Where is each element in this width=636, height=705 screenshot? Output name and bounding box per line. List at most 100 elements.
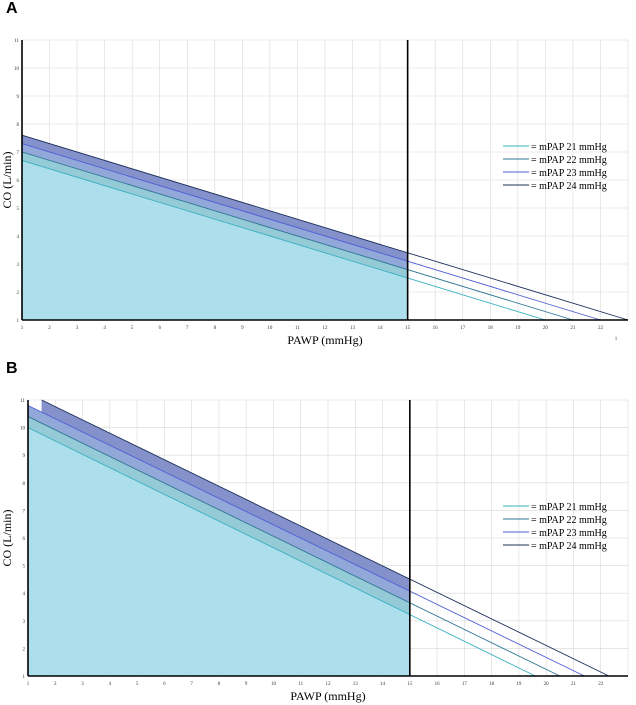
y-tick-label: 10 [20, 427, 26, 432]
x-tick-label: 21 [571, 682, 577, 687]
panel-label: B [6, 360, 18, 377]
x-tick-label: 9 [245, 682, 248, 687]
panel-label: A [6, 0, 18, 17]
y-tick-label: 3 [17, 263, 20, 268]
band-area [28, 400, 410, 592]
x-tick-label: 14 [380, 682, 386, 687]
band-area [22, 143, 408, 270]
series-line [21, 159, 546, 321]
legend-entry: = mPAP 23 mmHg [531, 528, 607, 539]
x-tick-label: 4 [103, 326, 106, 331]
series-lines [21, 134, 629, 321]
x-tick-label: 22 [598, 326, 604, 331]
x-tick-label: 15 [405, 326, 411, 331]
x-tick-label: 4 [109, 682, 112, 687]
x-tick-label: 1 [21, 326, 24, 331]
x-axis-title: PAWP (mmHg) [287, 333, 362, 347]
legend-entry: = mPAP 23 mmHg [531, 168, 607, 179]
shaded-bands [28, 400, 410, 676]
x-tick-label: 19 [515, 326, 521, 331]
chart-panel-b: B 1 2 3 4 5 6 7 8 9 10 11 12 13 14 15 16 17 18 19 20 21 22 1 2 3… [0, 360, 636, 705]
y-tick-label: 4 [17, 235, 20, 240]
x-tick-label: 3 [81, 682, 84, 687]
y-tick-label: 5 [17, 207, 20, 212]
band-area [22, 135, 408, 262]
x-tick-label: 18 [488, 326, 494, 331]
y-tick-label: 8 [17, 123, 20, 128]
y-tick-label: 2 [17, 291, 20, 296]
y-tick-label: 1 [23, 675, 26, 680]
legend: = mPAP 21 mmHg = mPAP 22 mmHg = mPAP 23 mm… [503, 142, 607, 192]
band-area [22, 160, 408, 320]
x-axis-title: PAWP (mmHg) [290, 689, 365, 703]
y-tick-label: 7 [23, 509, 26, 514]
legend-entry: = mPAP 22 mmHg [531, 515, 607, 526]
band-area [22, 152, 408, 278]
x-tick-label: 12 [323, 326, 329, 331]
series-line [21, 143, 601, 321]
chart-a-svg: 1 2 3 4 5 6 7 8 9 10 11 12 13 14 15 16 17 18 19 20 21 2212345… [0, 39, 629, 347]
y-tick-label: 9 [23, 454, 26, 459]
stray-axis-label: 1 [615, 337, 618, 342]
x-tick-label: 11 [298, 682, 303, 687]
y-tick-label: 7 [17, 151, 20, 156]
x-tick-label: 20 [543, 326, 549, 331]
y-axis-title: CO (L/min) [0, 510, 14, 567]
y-tick-label: 11 [14, 39, 19, 44]
y-tick-label: 6 [23, 537, 26, 542]
x-tick-label: 5 [136, 682, 139, 687]
x-tick-label: 16 [433, 326, 439, 331]
x-tick-label: 9 [241, 326, 244, 331]
band-area [28, 405, 410, 603]
y-tick-label: 10 [14, 67, 20, 72]
y-tick-label: 6 [17, 179, 20, 184]
x-tick-label: 18 [489, 682, 495, 687]
x-tick-label: 8 [214, 326, 217, 331]
legend-entry: = mPAP 24 mmHg [531, 181, 607, 192]
legend-entry: = mPAP 22 mmHg [531, 155, 607, 166]
chart-panel-a: A 1 2 3 4 5 6 7 8 9 10 11 12 13 14 15 16 17 18 19 20 21 22 1 2 3… [0, 0, 636, 350]
legend-entry: = mPAP 24 mmHg [531, 541, 607, 552]
x-tick-label: 5 [131, 326, 134, 331]
series-line [27, 416, 561, 677]
x-tick-label: 2 [54, 682, 57, 687]
x-tick-label: 2 [48, 326, 51, 331]
series-line [21, 134, 629, 321]
legend-entry: = mPAP 21 mmHg [531, 142, 607, 153]
x-tick-label: 15 [407, 682, 413, 687]
shaded-bands [22, 135, 408, 320]
x-tick-label: 14 [378, 326, 384, 331]
y-tick-label: 3 [23, 620, 26, 625]
x-tick-label: 16 [435, 682, 441, 687]
series-lines [27, 399, 610, 677]
y-tick-label: 11 [20, 399, 25, 404]
x-tick-label: 21 [570, 326, 576, 331]
y-tick-labels: 1 2 3 4 5 6 7 8 9 10 11 [20, 399, 26, 680]
legend-entry: = mPAP 21 mmHg [531, 502, 607, 513]
x-tick-label: 12 [326, 682, 332, 687]
x-tick-label: 20 [544, 682, 550, 687]
y-tick-label: 8 [23, 482, 26, 487]
x-tick-label: 8 [218, 682, 221, 687]
x-tick-label: 22 [598, 682, 604, 687]
x-tick-label: 11 [295, 326, 300, 331]
legend: = mPAP 21 mmHg = mPAP 22 mmHg = mPAP 23 mm… [503, 502, 607, 552]
x-tick-label: 6 [158, 326, 161, 331]
y-tick-label: 9 [17, 95, 20, 100]
series-line [21, 151, 574, 321]
band-area [28, 427, 410, 676]
x-tick-label: 10 [267, 326, 273, 331]
x-tick-label: 17 [462, 682, 468, 687]
x-tick-label: 1 [27, 682, 30, 687]
chart-b-svg: 1 2 3 4 5 6 7 8 9 10 11 12 13 14 15 16 17 18 19 20 21 2212345… [0, 399, 629, 703]
y-tick-label: 1 [17, 319, 20, 324]
x-tick-label: 6 [163, 682, 166, 687]
y-tick-label: 2 [23, 647, 26, 652]
x-tick-label: 19 [516, 682, 522, 687]
band-area [28, 416, 410, 615]
x-tick-label: 13 [353, 682, 359, 687]
x-tick-label: 13 [350, 326, 356, 331]
y-tick-labels: 1 2 3 4 5 6 7 8 9 10 11 [14, 39, 20, 324]
series-line [41, 399, 610, 677]
y-tick-label: 4 [23, 592, 26, 597]
